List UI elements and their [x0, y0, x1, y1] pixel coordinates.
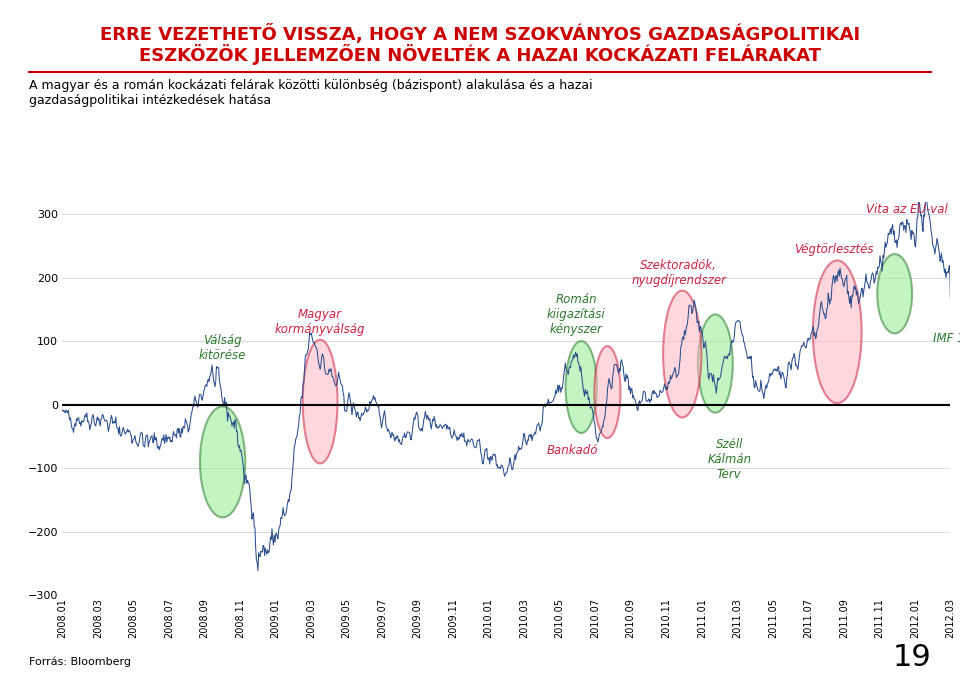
Text: Végtörlesztés: Végtörlesztés — [794, 243, 874, 256]
Text: Bankadó: Bankadó — [547, 444, 599, 457]
Text: Magyar
kormányválság: Magyar kormányválság — [275, 308, 366, 337]
Text: ERRE VEZETHETŐ VISSZA, HOGY A NEM SZOKVÁNYOS GAZDASÁGPOLITIKAI: ERRE VEZETHETŐ VISSZA, HOGY A NEM SZOKVÁ… — [100, 24, 860, 44]
Ellipse shape — [302, 340, 338, 464]
Ellipse shape — [877, 254, 912, 333]
Text: Széll
Kálmán
Terv: Széll Kálmán Terv — [708, 438, 752, 481]
Text: Válság
kitörése: Válság kitörése — [199, 334, 247, 362]
Ellipse shape — [565, 341, 597, 433]
Text: 19: 19 — [893, 643, 931, 672]
Text: Vita az EU-val: Vita az EU-val — [866, 202, 948, 215]
Text: ESZKÖZÖK JELLEMZŐEN NÖVELTÉK A HAZAI KOCKÁZATI FELÁRAKAT: ESZKÖZÖK JELLEMZŐEN NÖVELTÉK A HAZAI KOC… — [139, 44, 821, 66]
Ellipse shape — [813, 261, 861, 403]
Ellipse shape — [698, 315, 732, 412]
Ellipse shape — [200, 406, 245, 517]
Text: Forrás: Bloomberg: Forrás: Bloomberg — [29, 657, 131, 667]
Text: Szektoradók,
nyugdíjrendszer: Szektoradók, nyugdíjrendszer — [632, 259, 727, 287]
Text: IMF 1.: IMF 1. — [933, 332, 960, 345]
Ellipse shape — [594, 346, 620, 438]
Text: Román
kiigazítási
kényszer: Román kiigazítási kényszer — [547, 293, 606, 337]
Text: A magyar és a román kockázati felárak közötti különbség (bázispont) alakulása és: A magyar és a román kockázati felárak kö… — [29, 79, 592, 107]
Ellipse shape — [663, 291, 702, 417]
